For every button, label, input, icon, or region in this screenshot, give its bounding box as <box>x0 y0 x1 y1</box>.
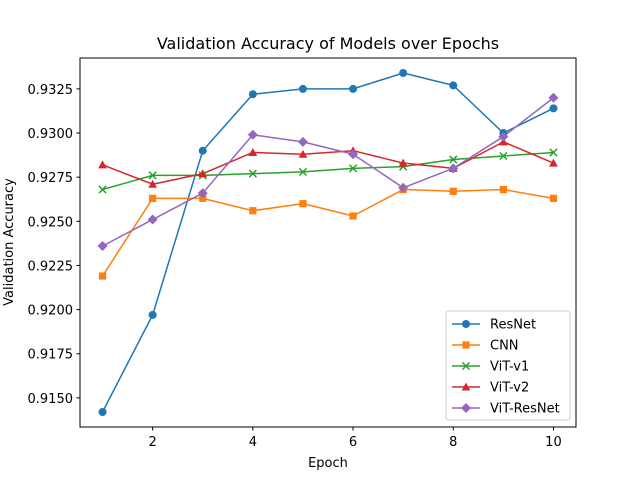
legend-marker-resnet <box>462 320 470 328</box>
chart-title: Validation Accuracy of Models over Epoch… <box>157 34 499 53</box>
data-point-vit-v2 <box>248 148 258 156</box>
data-point-resnet <box>98 407 107 416</box>
data-point-vit-resnet <box>297 136 308 147</box>
legend-box <box>445 310 571 421</box>
data-point-vit-resnet <box>448 163 459 174</box>
data-point-vit-v2 <box>298 149 308 158</box>
y-tick-label: 0.9150 <box>28 392 74 407</box>
y-tick-label: 0.9225 <box>28 259 74 274</box>
legend-marker-vit-v1 <box>461 361 471 371</box>
x-tick-label: 8 <box>449 435 457 450</box>
data-point-vit-resnet <box>147 214 158 225</box>
y-tick-label: 0.9275 <box>28 171 74 186</box>
legend-marker-vit-resnet <box>461 403 471 413</box>
data-point-cnn <box>499 185 507 194</box>
data-point-resnet <box>298 84 307 93</box>
y-axis: 0.9150 0.9175 0.9200 0.9225 0.9250 0.9275 0.93… <box>28 83 80 407</box>
plot-markers <box>97 69 559 416</box>
data-point-vit-resnet <box>548 92 559 103</box>
data-point-vit-resnet <box>398 182 409 193</box>
data-point-vit-resnet <box>348 149 359 160</box>
data-point-vit-resnet <box>247 129 258 140</box>
data-point-resnet <box>248 90 257 99</box>
data-point-vit-v2 <box>148 179 158 188</box>
x-axis-title: Epoch <box>308 456 348 471</box>
plot-lines <box>101 72 554 413</box>
legend-label-vit-resnet: ViT-ResNet <box>490 402 560 417</box>
legend: ResNet CNN ViT-v1 ViT-v2 ViT-ResNet <box>445 310 571 421</box>
y-tick-label: 0.9175 <box>28 348 74 363</box>
data-point-resnet <box>349 84 358 93</box>
data-point-cnn <box>449 187 457 195</box>
x-tick-label: 6 <box>349 435 357 450</box>
data-point-vit-v1 <box>449 155 458 164</box>
data-point-cnn <box>199 194 207 202</box>
data-point-cnn <box>299 200 307 208</box>
data-point-vit-v1 <box>499 151 508 161</box>
data-point-resnet <box>198 146 207 155</box>
x-tick-label: 10 <box>545 435 562 450</box>
y-tick-label: 0.9250 <box>28 215 74 230</box>
data-point-resnet <box>449 81 458 90</box>
data-point-cnn <box>98 272 107 280</box>
x-tick-label: 4 <box>249 435 257 450</box>
legend-label-vit-v2: ViT-v2 <box>490 381 529 396</box>
x-axis: 2 4 6 8 10 <box>149 427 562 450</box>
data-point-vit-resnet <box>97 241 108 252</box>
series-line-vit-resnet <box>102 97 554 247</box>
data-point-cnn <box>149 194 157 202</box>
y-axis-title: Validation Accuracy <box>2 178 17 306</box>
y-tick-label: 0.9200 <box>28 304 74 319</box>
data-point-vit-resnet <box>197 188 208 199</box>
series-line-resnet <box>101 72 554 413</box>
data-point-vit-v2 <box>549 158 558 167</box>
data-point-vit-v2 <box>398 158 408 167</box>
data-point-vit-resnet <box>498 131 509 142</box>
legend-label-vit-v1: ViT-v1 <box>490 360 529 375</box>
data-point-resnet <box>549 104 558 113</box>
data-point-vit-v1 <box>348 164 358 173</box>
legend-marker-vit-v2 <box>461 382 471 391</box>
data-point-vit-v1 <box>298 167 308 177</box>
data-point-vit-v1 <box>98 185 107 194</box>
data-point-cnn <box>549 194 558 202</box>
series-line-vit-v1 <box>102 151 554 191</box>
data-point-vit-v2 <box>198 169 208 178</box>
data-point-vit-v1 <box>148 171 157 180</box>
data-point-vit-v1 <box>549 148 558 157</box>
legend-marker-cnn <box>462 341 470 349</box>
data-point-resnet <box>399 69 408 78</box>
legend-label-cnn: CNN <box>490 339 519 354</box>
x-tick-label: 2 <box>149 435 157 450</box>
y-tick-label: 0.9325 <box>28 83 74 98</box>
data-point-cnn <box>249 207 257 215</box>
data-point-vit-v2 <box>98 160 107 169</box>
data-point-vit-v1 <box>248 169 257 178</box>
series-line-cnn <box>101 188 554 277</box>
legend-label-resnet: ResNet <box>490 318 536 333</box>
y-tick-label: 0.9300 <box>28 127 74 142</box>
plot-frame <box>79 57 577 428</box>
series-line-vit-v2 <box>102 141 554 185</box>
data-point-resnet <box>148 310 157 319</box>
data-point-cnn <box>349 212 357 220</box>
